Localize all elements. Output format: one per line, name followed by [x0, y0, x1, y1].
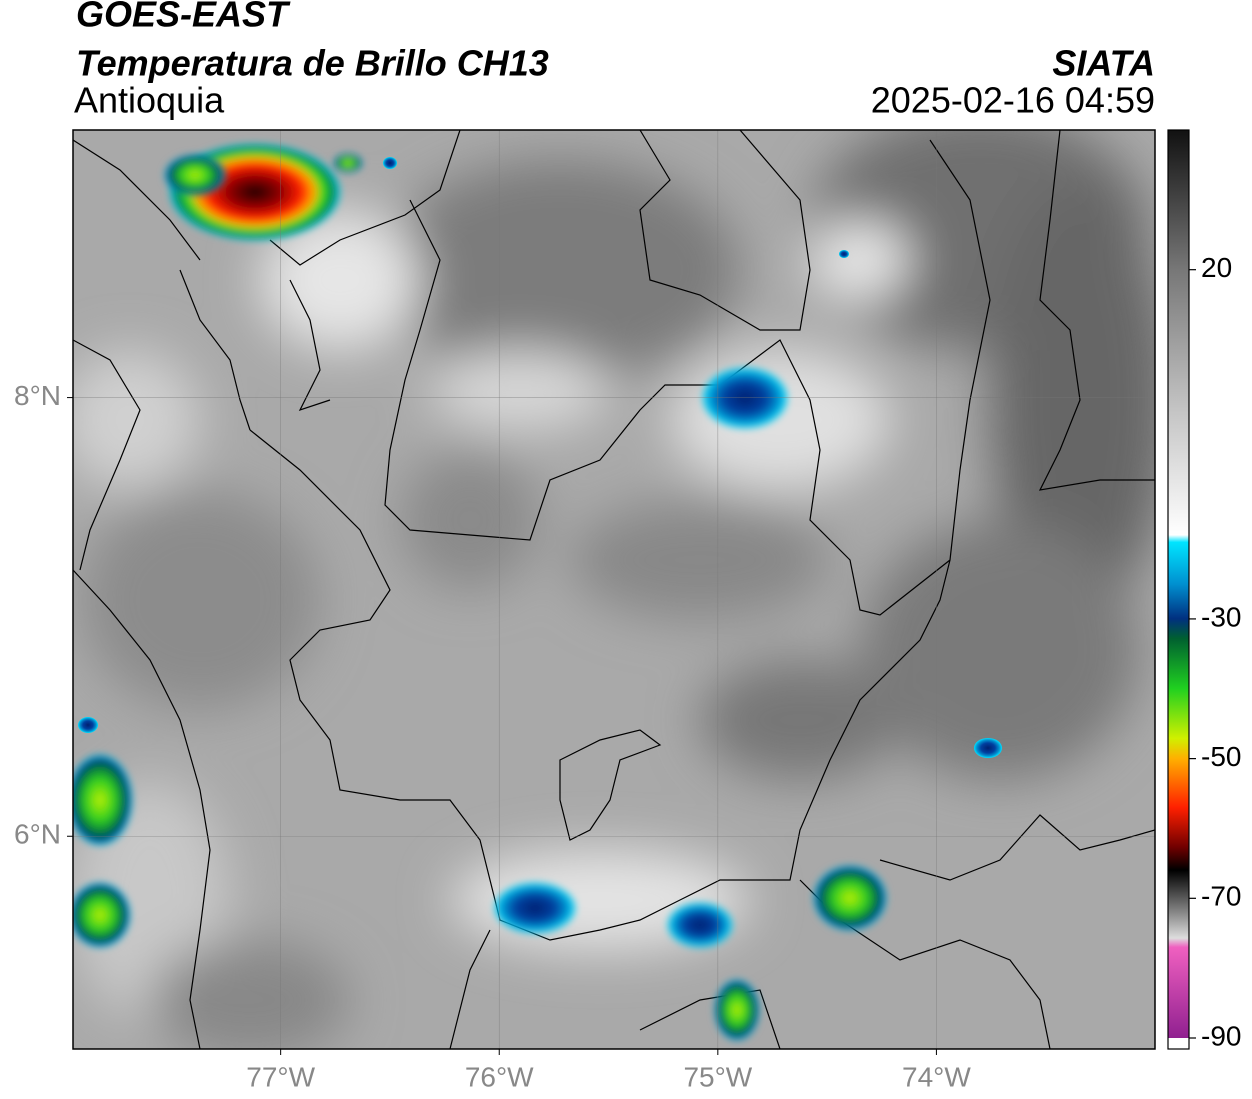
- colorbar-tick-label: -50: [1201, 741, 1241, 772]
- borders: [73, 130, 1155, 1049]
- colorbar-tick-label: -30: [1201, 601, 1241, 632]
- region: Antioquia: [74, 80, 225, 121]
- y-tick-label: 8°N: [14, 380, 61, 411]
- colorbar-tick-label: 20: [1201, 252, 1232, 283]
- datetime: 2025-02-16 04:59: [871, 80, 1155, 121]
- graticule: [73, 130, 1155, 1049]
- colorbar-tick-label: -70: [1201, 881, 1241, 912]
- x-tick-label: 74°W: [902, 1061, 971, 1092]
- source: SIATA: [1052, 43, 1155, 84]
- x-tick-label: 75°W: [683, 1061, 752, 1092]
- title: GOES-EAST: [76, 0, 291, 35]
- colorbar-under: [1168, 1038, 1189, 1049]
- convective-cells: [73, 144, 1002, 1040]
- colorbar-tick-label: -90: [1201, 1020, 1241, 1051]
- colorbar-frame: [1167, 129, 1190, 1050]
- map-frame: [72, 129, 1156, 1050]
- x-tick-label: 77°W: [246, 1061, 315, 1092]
- satellite-image: [73, 130, 1155, 1049]
- colorbar: [1168, 130, 1189, 1038]
- y-tick-label: 6°N: [14, 819, 61, 850]
- subtitle: Temperatura de Brillo CH13: [76, 43, 549, 84]
- x-tick-label: 76°W: [465, 1061, 534, 1092]
